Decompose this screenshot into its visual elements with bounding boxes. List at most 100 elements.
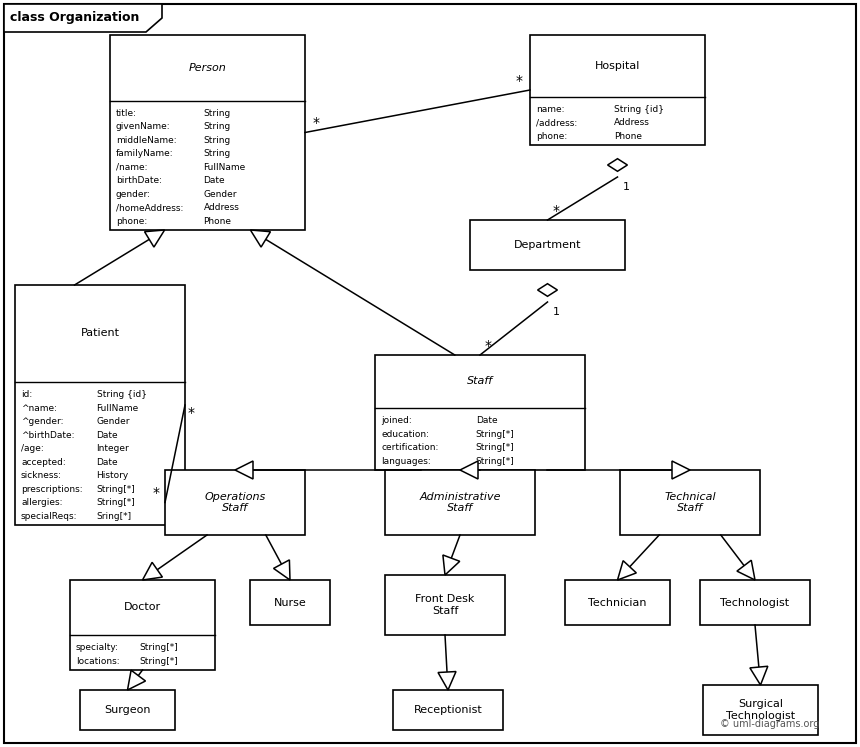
Text: phone:: phone: bbox=[536, 131, 568, 140]
Text: givenName:: givenName: bbox=[116, 123, 170, 131]
Bar bbox=[110, 35, 305, 230]
Bar bbox=[385, 575, 505, 635]
Text: History: History bbox=[96, 471, 129, 480]
Text: ^gender:: ^gender: bbox=[21, 418, 64, 427]
Text: *: * bbox=[485, 339, 492, 353]
Bar bbox=[393, 690, 503, 730]
Text: Phone: Phone bbox=[614, 131, 642, 140]
Text: locations:: locations: bbox=[76, 657, 120, 666]
Text: String[*]: String[*] bbox=[476, 430, 514, 438]
Text: certification:: certification: bbox=[381, 443, 439, 452]
Polygon shape bbox=[273, 560, 290, 580]
Text: Nurse: Nurse bbox=[273, 598, 306, 607]
Text: id:: id: bbox=[21, 390, 33, 399]
Text: String[*]: String[*] bbox=[139, 643, 178, 652]
Polygon shape bbox=[617, 561, 636, 580]
Text: joined:: joined: bbox=[381, 416, 412, 425]
Text: FullName: FullName bbox=[204, 163, 246, 172]
Text: specialReqs:: specialReqs: bbox=[21, 512, 77, 521]
Bar bbox=[165, 470, 305, 535]
Text: /homeAddress:: /homeAddress: bbox=[116, 203, 183, 212]
Text: accepted:: accepted: bbox=[21, 458, 65, 467]
Text: String[*]: String[*] bbox=[96, 498, 135, 507]
Text: *: * bbox=[552, 204, 560, 218]
Text: String: String bbox=[204, 123, 230, 131]
Text: Address: Address bbox=[614, 118, 650, 127]
Text: /address:: /address: bbox=[536, 118, 577, 127]
Text: Date: Date bbox=[476, 416, 497, 425]
Text: name:: name: bbox=[536, 105, 564, 114]
Text: Technician: Technician bbox=[588, 598, 647, 607]
Text: String[*]: String[*] bbox=[476, 443, 514, 452]
Text: Integer: Integer bbox=[96, 444, 129, 453]
Polygon shape bbox=[672, 461, 690, 479]
Text: String {id}: String {id} bbox=[96, 390, 146, 399]
Polygon shape bbox=[127, 670, 145, 690]
Bar bbox=[70, 580, 215, 670]
Text: allergies:: allergies: bbox=[21, 498, 63, 507]
Text: Gender: Gender bbox=[204, 190, 237, 199]
Text: Gender: Gender bbox=[96, 418, 130, 427]
Text: title:: title: bbox=[116, 109, 137, 118]
Polygon shape bbox=[235, 461, 253, 479]
Text: sickness:: sickness: bbox=[21, 471, 62, 480]
Text: String[*]: String[*] bbox=[96, 485, 135, 494]
Text: education:: education: bbox=[381, 430, 429, 438]
Polygon shape bbox=[538, 284, 557, 297]
Text: String: String bbox=[204, 149, 230, 158]
Bar bbox=[703, 685, 818, 735]
Bar bbox=[375, 355, 585, 470]
Text: String[*]: String[*] bbox=[139, 657, 178, 666]
Bar bbox=[700, 580, 810, 625]
Text: © uml-diagrams.org: © uml-diagrams.org bbox=[720, 719, 820, 729]
Text: Technologist: Technologist bbox=[721, 598, 789, 607]
Text: Surgeon: Surgeon bbox=[104, 705, 150, 715]
Text: class Organization: class Organization bbox=[10, 11, 139, 25]
Polygon shape bbox=[4, 4, 162, 32]
Polygon shape bbox=[608, 158, 628, 171]
Polygon shape bbox=[460, 461, 478, 479]
Text: phone:: phone: bbox=[116, 217, 147, 226]
Polygon shape bbox=[144, 230, 164, 247]
Text: specialty:: specialty: bbox=[76, 643, 119, 652]
Polygon shape bbox=[737, 560, 755, 580]
Text: prescriptions:: prescriptions: bbox=[21, 485, 83, 494]
Bar bbox=[530, 35, 705, 145]
Polygon shape bbox=[250, 230, 270, 247]
Text: 1: 1 bbox=[623, 182, 630, 192]
Polygon shape bbox=[143, 562, 163, 580]
Text: Phone: Phone bbox=[204, 217, 231, 226]
Text: ^birthDate:: ^birthDate: bbox=[21, 431, 75, 440]
Text: Administrative
Staff: Administrative Staff bbox=[420, 492, 501, 513]
Bar bbox=[250, 580, 330, 625]
Polygon shape bbox=[443, 555, 460, 575]
Text: Date: Date bbox=[96, 431, 118, 440]
Text: ^name:: ^name: bbox=[21, 403, 57, 413]
Text: String: String bbox=[204, 109, 230, 118]
Text: Date: Date bbox=[96, 458, 118, 467]
Text: FullName: FullName bbox=[96, 403, 138, 413]
Text: String {id}: String {id} bbox=[614, 105, 664, 114]
Text: Hospital: Hospital bbox=[595, 61, 640, 71]
Bar bbox=[80, 690, 175, 730]
Text: Staff: Staff bbox=[467, 376, 493, 386]
Bar bbox=[470, 220, 625, 270]
Bar bbox=[565, 580, 670, 625]
Text: Surgical
Technologist: Surgical Technologist bbox=[726, 699, 795, 721]
Text: birthDate:: birthDate: bbox=[116, 176, 162, 185]
Text: *: * bbox=[153, 486, 160, 500]
Text: Sring[*]: Sring[*] bbox=[96, 512, 132, 521]
Text: String: String bbox=[204, 136, 230, 145]
Text: Address: Address bbox=[204, 203, 239, 212]
Text: *: * bbox=[313, 117, 320, 131]
Text: Person: Person bbox=[188, 63, 226, 72]
Bar bbox=[15, 285, 185, 525]
Text: *: * bbox=[188, 406, 195, 420]
Text: Date: Date bbox=[204, 176, 225, 185]
Text: middleName:: middleName: bbox=[116, 136, 176, 145]
Text: languages:: languages: bbox=[381, 456, 431, 465]
Text: Technical
Staff: Technical Staff bbox=[664, 492, 716, 513]
Text: gender:: gender: bbox=[116, 190, 151, 199]
Text: Patient: Patient bbox=[81, 329, 120, 338]
Text: 1: 1 bbox=[552, 307, 560, 317]
